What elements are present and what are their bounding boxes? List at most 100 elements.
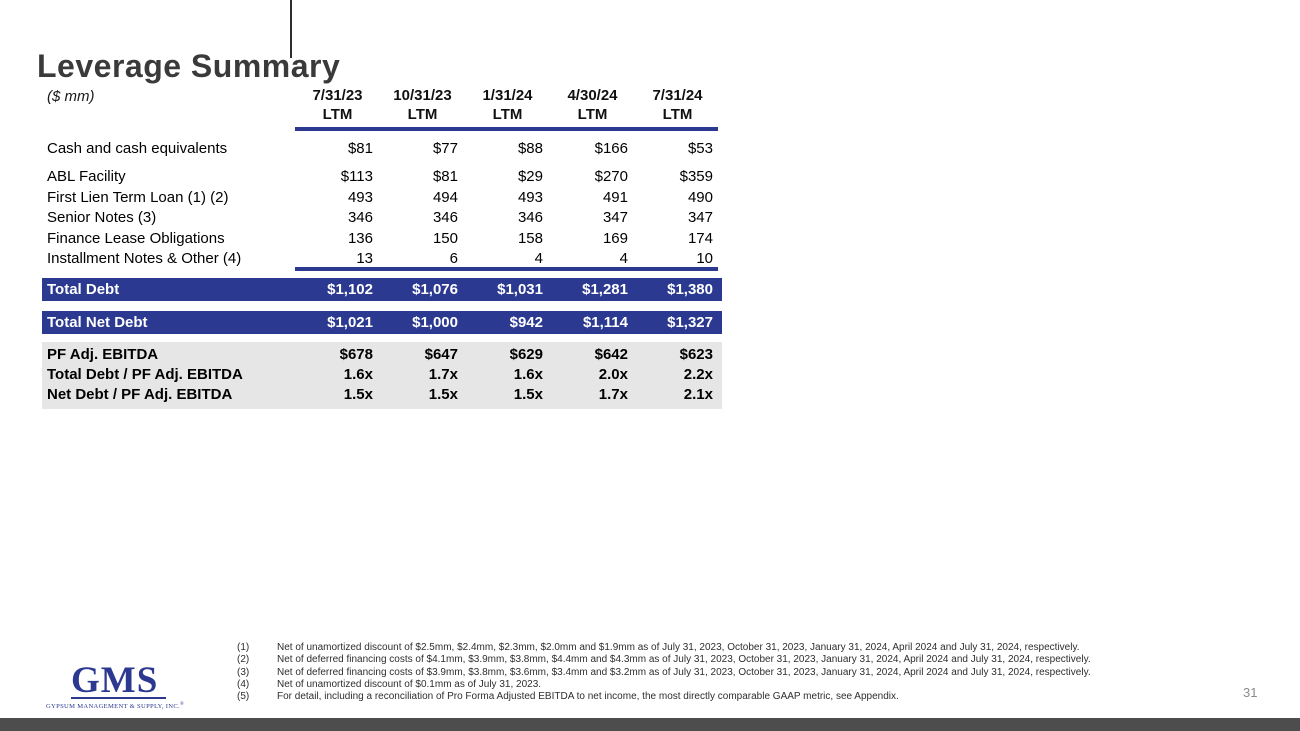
column-date: 1/31/24 bbox=[482, 87, 533, 104]
logo-tagline-text: GYPSUM MANAGEMENT & SUPPLY, INC. bbox=[46, 703, 180, 711]
table-header-row: 7/31/23 LTM 10/31/23 LTM 1/31/24 LTM 4/3… bbox=[42, 86, 722, 124]
footnote-number: (5) bbox=[237, 691, 250, 703]
cell-value: $1,102 bbox=[327, 281, 373, 298]
cell-value: 4 bbox=[534, 250, 543, 267]
row-label: Installment Notes & Other (4) bbox=[47, 250, 242, 267]
table-row-first-lien-term-loan: First Lien Term Loan (1) (2) 493 494 493… bbox=[42, 189, 722, 206]
cell-value: $29 bbox=[517, 168, 543, 185]
cell-value: $1,380 bbox=[667, 281, 713, 298]
gms-logo: GMS GYPSUM MANAGEMENT & SUPPLY, INC.® bbox=[46, 662, 184, 710]
total-net-debt-row: Total Net Debt $1,021 $1,000 $942 $1,114… bbox=[42, 311, 722, 334]
vertical-line-artifact bbox=[290, 0, 292, 58]
footnote: (3) Net of deferred financing costs of $… bbox=[237, 667, 1257, 679]
header-spacer bbox=[42, 86, 295, 124]
cell-value: $942 bbox=[509, 314, 543, 331]
row-label: Total Debt / PF Adj. EBITDA bbox=[47, 366, 243, 383]
table-row-installment-notes-other: Installment Notes & Other (4) 13 6 4 4 1… bbox=[42, 250, 722, 267]
total-debt-row: Total Debt $1,102 $1,076 $1,031 $1,281 $… bbox=[42, 278, 722, 301]
column-header: 1/31/24 LTM bbox=[465, 86, 550, 124]
column-header: 4/30/24 LTM bbox=[550, 86, 635, 124]
cell-value: 1.7x bbox=[598, 386, 628, 403]
cell-value: 136 bbox=[347, 230, 373, 247]
logo-tagline: GYPSUM MANAGEMENT & SUPPLY, INC.® bbox=[46, 702, 184, 710]
cell-value: 174 bbox=[687, 230, 713, 247]
metrics-row-pf-adj-ebitda: PF Adj. EBITDA $678 $647 $629 $642 $623 bbox=[42, 345, 722, 365]
column-date: 4/30/24 bbox=[567, 87, 618, 104]
units-label: ($ mm) bbox=[47, 88, 95, 105]
cell-value: $1,114 bbox=[582, 314, 628, 331]
table-row-cash: Cash and cash equivalents $81 $77 $88 $1… bbox=[42, 140, 722, 157]
cell-value: $1,021 bbox=[327, 314, 373, 331]
cell-value: 1.5x bbox=[513, 386, 543, 403]
table-row-abl-facility: ABL Facility $113 $81 $29 $270 $359 bbox=[42, 168, 722, 185]
column-header: 7/31/23 LTM bbox=[295, 86, 380, 124]
cell-value: 346 bbox=[432, 209, 458, 226]
row-label: Total Net Debt bbox=[47, 314, 148, 331]
footnote-number: (2) bbox=[237, 654, 250, 666]
cell-value: $81 bbox=[432, 168, 458, 185]
row-label: First Lien Term Loan (1) (2) bbox=[47, 189, 229, 206]
cell-value: 491 bbox=[602, 189, 628, 206]
column-period: LTM bbox=[407, 106, 438, 123]
page-title: Leverage Summary bbox=[37, 48, 341, 84]
metrics-row-total-debt-ratio: Total Debt / PF Adj. EBITDA 1.6x 1.7x 1.… bbox=[42, 365, 722, 385]
row-label: Senior Notes (3) bbox=[47, 209, 157, 226]
column-date: 10/31/23 bbox=[393, 87, 452, 104]
footnote: (4) Net of unamortized discount of $0.1m… bbox=[237, 679, 1257, 691]
cell-value: $53 bbox=[687, 140, 713, 157]
footnote-text: Net of unamortized discount of $2.5mm, $… bbox=[277, 642, 1080, 653]
cell-value: 158 bbox=[517, 230, 543, 247]
cell-value: 169 bbox=[602, 230, 628, 247]
column-date: 7/31/24 bbox=[652, 87, 703, 104]
footnote: (1) Net of unamortized discount of $2.5m… bbox=[237, 642, 1257, 654]
table-row-finance-lease-obligations: Finance Lease Obligations 136 150 158 16… bbox=[42, 230, 722, 247]
footnote: (5) For detail, including a reconciliati… bbox=[237, 691, 1257, 703]
cell-value: 6 bbox=[449, 250, 458, 267]
cell-value: $81 bbox=[347, 140, 373, 157]
cell-value: $642 bbox=[594, 346, 628, 363]
column-period: LTM bbox=[322, 106, 353, 123]
column-period: LTM bbox=[662, 106, 693, 123]
registered-trademark-icon: ® bbox=[180, 702, 185, 707]
cell-value: $629 bbox=[509, 346, 543, 363]
cell-value: 347 bbox=[687, 209, 713, 226]
row-label: Net Debt / PF Adj. EBITDA bbox=[47, 386, 233, 403]
cell-value: 1.7x bbox=[428, 366, 458, 383]
footnote-text: For detail, including a reconciliation o… bbox=[277, 691, 899, 703]
cell-value: 493 bbox=[347, 189, 373, 206]
column-header: 7/31/24 LTM bbox=[635, 86, 720, 124]
column-date: 7/31/23 bbox=[312, 87, 363, 104]
cell-value: $1,000 bbox=[412, 314, 458, 331]
cell-value: 4 bbox=[619, 250, 628, 267]
cell-value: 1.5x bbox=[343, 386, 373, 403]
cell-value: $1,327 bbox=[667, 314, 713, 331]
footnotes: (1) Net of unamortized discount of $2.5m… bbox=[237, 642, 1257, 703]
footnote-number: (3) bbox=[237, 666, 250, 678]
cell-value: $623 bbox=[679, 346, 713, 363]
cell-value: $270 bbox=[594, 168, 628, 185]
footnote: (2) Net of deferred financing costs of $… bbox=[237, 654, 1257, 666]
cell-value: 2.0x bbox=[598, 366, 628, 383]
cell-value: $678 bbox=[339, 346, 373, 363]
cell-value: 1.6x bbox=[513, 366, 543, 383]
cell-value: $166 bbox=[594, 140, 628, 157]
cell-value: 346 bbox=[517, 209, 543, 226]
header-underline bbox=[295, 127, 718, 131]
row-label: Cash and cash equivalents bbox=[47, 140, 228, 157]
row-label: PF Adj. EBITDA bbox=[47, 346, 159, 363]
metrics-row-net-debt-ratio: Net Debt / PF Adj. EBITDA 1.5x 1.5x 1.5x… bbox=[42, 385, 722, 405]
footnote-number: (1) bbox=[237, 642, 250, 653]
subtotal-underline bbox=[295, 267, 718, 271]
cell-value: $88 bbox=[517, 140, 543, 157]
footnote-text: Net of deferred financing costs of $4.1m… bbox=[277, 654, 1091, 666]
cell-value: $1,031 bbox=[497, 281, 543, 298]
logo-underline bbox=[71, 697, 166, 699]
footnote-text: Net of deferred financing costs of $3.9m… bbox=[277, 666, 1091, 678]
cell-value: 150 bbox=[432, 230, 458, 247]
cell-value: 2.1x bbox=[683, 386, 713, 403]
cell-value: 493 bbox=[517, 189, 543, 206]
cell-value: 1.5x bbox=[428, 386, 458, 403]
cell-value: 1.6x bbox=[343, 366, 373, 383]
page-number: 31 bbox=[1243, 685, 1258, 700]
